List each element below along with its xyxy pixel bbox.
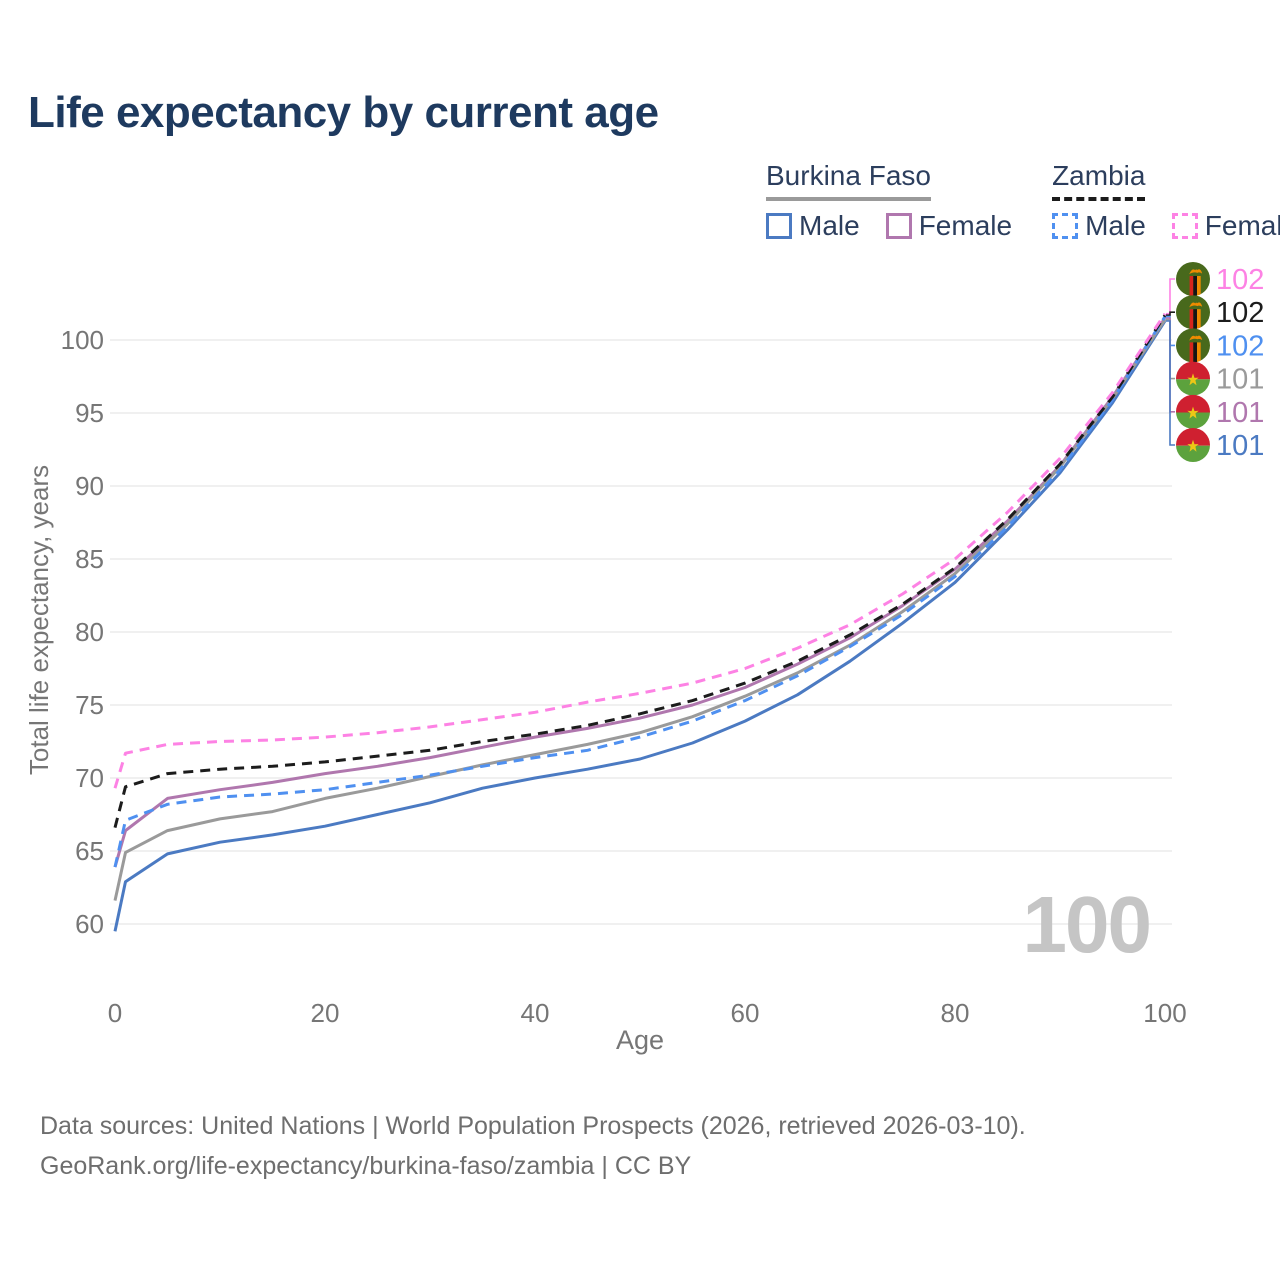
end-value-label-burkina-faso-female: 101 — [1216, 397, 1264, 429]
x-tick-label-0: 0 — [108, 998, 122, 1028]
x-tick-label-40: 40 — [521, 998, 550, 1028]
y-tick-label-75: 75 — [75, 690, 104, 720]
flag-zambia-icon — [1176, 295, 1210, 330]
data-source-footer: Data sources: United Nations | World Pop… — [40, 1106, 1026, 1186]
footer-url-line[interactable]: GeoRank.org/life-expectancy/burkina-faso… — [40, 1152, 692, 1180]
y-tick-label-85: 85 — [75, 544, 104, 574]
footer-sources-line: Data sources: United Nations | World Pop… — [40, 1112, 1026, 1140]
flag-zambia-icon — [1176, 262, 1210, 296]
x-tick-label-80: 80 — [941, 998, 970, 1028]
page-title: Life expectancy by current age — [28, 88, 659, 137]
legend-group-zambia: Zambia Male Female — [1052, 160, 1280, 242]
end-value-label-burkina-faso-male: 101 — [1216, 430, 1264, 462]
legend-label-zambia-male: Male — [1085, 210, 1146, 241]
series-line-zambia-both-sexes[interactable] — [113, 314, 1167, 828]
end-value-label-zambia-both-sexes: 102 — [1216, 297, 1264, 329]
end-connector-zambia-female — [1166, 278, 1175, 315]
x-tick-label-100: 100 — [1143, 998, 1186, 1028]
age-watermark: 100 — [1023, 880, 1150, 969]
flag-burkina-faso-icon — [1176, 361, 1210, 396]
y-tick-label-70: 70 — [75, 763, 104, 793]
y-tick-label-80: 80 — [75, 617, 104, 647]
y-tick-label-100: 100 — [61, 325, 104, 355]
y-tick-label-95: 95 — [75, 398, 104, 428]
flag-burkina-faso-icon — [1176, 394, 1210, 429]
legend-group-burkina-faso: Burkina Faso Male Female — [766, 160, 1012, 242]
x-tick-label-60: 60 — [731, 998, 760, 1028]
legend: Burkina Faso Male Female Zambia Male — [766, 160, 1280, 242]
series-line-burkina-faso-both-sexes[interactable] — [113, 318, 1167, 901]
legend-label-burkina-faso-male: Male — [799, 210, 860, 241]
y-tick-label-65: 65 — [75, 836, 104, 866]
legend-item-zambia-female[interactable]: Female — [1171, 210, 1280, 242]
legend-label-zambia-female: Female — [1204, 210, 1280, 241]
series-line-zambia-male[interactable] — [113, 315, 1167, 868]
legend-label-burkina-faso-female: Female — [918, 210, 1013, 241]
legend-item-zambia-male[interactable]: Male — [1052, 210, 1146, 242]
zambia-female-swatch-icon — [1171, 213, 1198, 239]
x-tick-label-20: 20 — [311, 998, 340, 1028]
x-axis-title: Age — [616, 1025, 664, 1055]
series-line-zambia-female[interactable] — [113, 312, 1167, 789]
burkina-faso-female-swatch-icon — [885, 213, 912, 239]
zambia-male-swatch-icon — [1052, 213, 1079, 239]
end-value-label-burkina-faso-both-sexes: 101 — [1216, 364, 1264, 396]
y-tick-label-90: 90 — [75, 471, 104, 501]
end-connector-burkina-faso-male — [1166, 320, 1175, 446]
flag-burkina-faso-icon — [1176, 428, 1210, 462]
legend-country-burkina-faso[interactable]: Burkina Faso — [766, 160, 931, 201]
legend-country-zambia[interactable]: Zambia — [1052, 160, 1146, 201]
legend-item-burkina-faso-male[interactable]: Male — [766, 210, 860, 242]
burkina-faso-male-swatch-icon — [766, 213, 792, 239]
legend-items-burkina-faso: Male Female — [766, 210, 1012, 242]
y-tick-label-60: 60 — [75, 909, 104, 939]
end-value-label-zambia-male: 102 — [1216, 330, 1264, 362]
series-line-burkina-faso-female[interactable] — [113, 317, 1167, 868]
series-line-burkina-faso-male[interactable] — [113, 320, 1167, 932]
end-connector-zambia-both-sexes — [1166, 311, 1175, 316]
flag-zambia-icon — [1176, 328, 1210, 363]
legend-item-burkina-faso-female[interactable]: Female — [885, 210, 1013, 242]
legend-items-zambia: Male Female — [1052, 210, 1280, 242]
y-axis-title: Total life expectancy, years — [24, 465, 54, 775]
end-value-label-zambia-female: 102 — [1216, 264, 1264, 296]
